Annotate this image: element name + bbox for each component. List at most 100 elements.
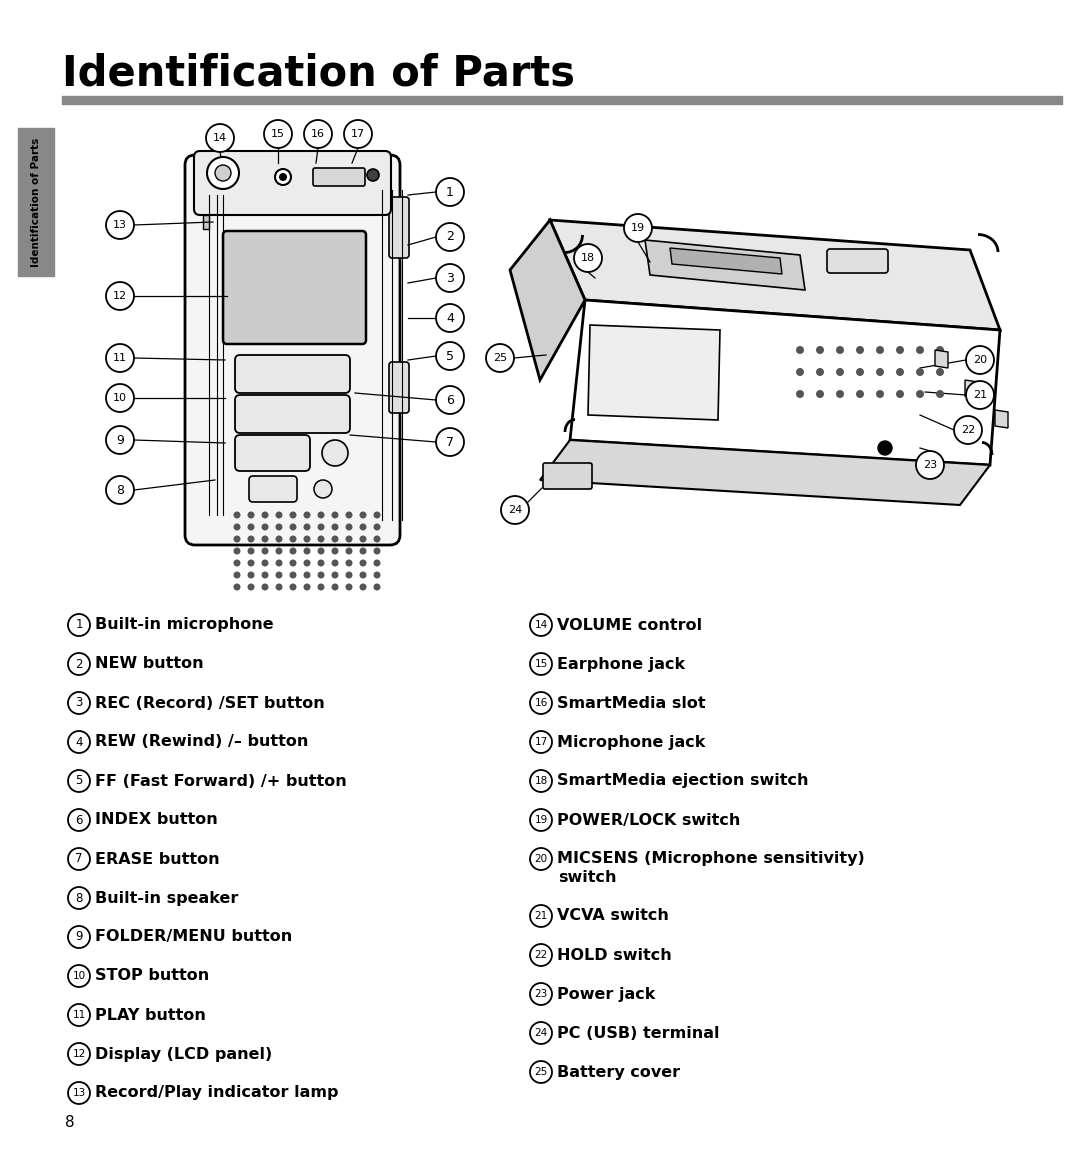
Text: 20: 20 xyxy=(535,854,548,864)
Text: 25: 25 xyxy=(492,353,508,363)
Text: PLAY button: PLAY button xyxy=(95,1008,206,1023)
Circle shape xyxy=(374,584,380,591)
Polygon shape xyxy=(550,220,1000,329)
Text: 12: 12 xyxy=(72,1048,85,1059)
Text: Record/Play indicator lamp: Record/Play indicator lamp xyxy=(95,1085,338,1101)
Circle shape xyxy=(836,390,843,398)
Text: FF (Fast Forward) /+ button: FF (Fast Forward) /+ button xyxy=(95,773,347,788)
FancyBboxPatch shape xyxy=(827,249,888,273)
Text: Identification of Parts: Identification of Parts xyxy=(62,52,575,94)
Circle shape xyxy=(332,584,338,591)
Circle shape xyxy=(436,223,464,251)
Circle shape xyxy=(233,548,241,555)
Text: 8: 8 xyxy=(65,1116,75,1131)
FancyBboxPatch shape xyxy=(185,155,400,544)
Text: 15: 15 xyxy=(535,659,548,669)
Circle shape xyxy=(247,571,255,578)
Circle shape xyxy=(247,548,255,555)
Circle shape xyxy=(332,535,338,542)
Polygon shape xyxy=(645,240,805,290)
Circle shape xyxy=(896,368,904,376)
Circle shape xyxy=(275,535,283,542)
Circle shape xyxy=(954,416,982,444)
Circle shape xyxy=(796,368,804,376)
Text: Battery cover: Battery cover xyxy=(557,1065,680,1080)
Circle shape xyxy=(966,381,994,409)
Text: 24: 24 xyxy=(508,505,522,516)
Text: 23: 23 xyxy=(535,990,548,999)
Circle shape xyxy=(261,548,269,555)
Polygon shape xyxy=(966,380,978,398)
Text: 1: 1 xyxy=(76,618,83,631)
Circle shape xyxy=(836,368,843,376)
Text: 21: 21 xyxy=(535,911,548,921)
Circle shape xyxy=(322,440,348,466)
Circle shape xyxy=(374,548,380,555)
Bar xyxy=(18,128,54,276)
Text: REC (Record) /SET button: REC (Record) /SET button xyxy=(95,696,325,711)
Text: 23: 23 xyxy=(923,460,937,470)
Circle shape xyxy=(360,560,366,566)
Text: Built-in speaker: Built-in speaker xyxy=(95,890,239,905)
Text: POWER/LOCK switch: POWER/LOCK switch xyxy=(557,813,741,828)
Circle shape xyxy=(876,346,885,354)
Circle shape xyxy=(303,120,332,148)
FancyBboxPatch shape xyxy=(543,464,592,489)
Circle shape xyxy=(936,346,944,354)
Circle shape xyxy=(796,346,804,354)
Polygon shape xyxy=(995,410,1008,428)
Circle shape xyxy=(856,346,864,354)
Text: 4: 4 xyxy=(446,311,454,325)
Text: NEW button: NEW button xyxy=(95,657,204,672)
Circle shape xyxy=(106,476,134,504)
Text: 12: 12 xyxy=(113,291,127,301)
Text: HOLD switch: HOLD switch xyxy=(557,948,672,963)
Circle shape xyxy=(106,384,134,412)
Bar xyxy=(203,215,210,229)
Circle shape xyxy=(367,169,379,181)
Text: REW (Rewind) /– button: REW (Rewind) /– button xyxy=(95,734,309,749)
Circle shape xyxy=(303,535,311,542)
Text: 19: 19 xyxy=(535,815,548,825)
Circle shape xyxy=(275,548,283,555)
Circle shape xyxy=(289,571,297,578)
Text: 2: 2 xyxy=(76,658,83,670)
Text: Identification of Parts: Identification of Parts xyxy=(31,138,41,267)
Circle shape xyxy=(346,524,352,531)
Text: 19: 19 xyxy=(631,223,645,234)
Circle shape xyxy=(360,535,366,542)
Circle shape xyxy=(966,346,994,375)
Circle shape xyxy=(436,386,464,414)
Circle shape xyxy=(233,560,241,566)
Circle shape xyxy=(318,524,324,531)
Text: 8: 8 xyxy=(76,891,83,904)
FancyBboxPatch shape xyxy=(313,168,365,186)
Circle shape xyxy=(233,584,241,591)
Text: 16: 16 xyxy=(311,129,325,139)
Text: Earphone jack: Earphone jack xyxy=(557,657,685,672)
Circle shape xyxy=(896,346,904,354)
Bar xyxy=(62,96,1062,104)
Circle shape xyxy=(916,368,924,376)
Text: 18: 18 xyxy=(581,253,595,264)
Text: 24: 24 xyxy=(535,1028,548,1038)
Text: 21: 21 xyxy=(973,390,987,400)
Circle shape xyxy=(332,524,338,531)
Polygon shape xyxy=(935,350,948,368)
Circle shape xyxy=(275,169,291,185)
Circle shape xyxy=(374,524,380,531)
Polygon shape xyxy=(670,249,782,274)
Text: INDEX button: INDEX button xyxy=(95,813,218,828)
Circle shape xyxy=(624,214,652,242)
Circle shape xyxy=(318,584,324,591)
Text: STOP button: STOP button xyxy=(95,969,210,984)
Circle shape xyxy=(374,511,380,519)
Circle shape xyxy=(275,560,283,566)
Text: switch: switch xyxy=(558,869,617,884)
Circle shape xyxy=(346,571,352,578)
Circle shape xyxy=(436,428,464,455)
Text: 7: 7 xyxy=(446,436,454,449)
FancyBboxPatch shape xyxy=(235,435,310,470)
Text: 5: 5 xyxy=(76,775,83,787)
Circle shape xyxy=(876,390,885,398)
